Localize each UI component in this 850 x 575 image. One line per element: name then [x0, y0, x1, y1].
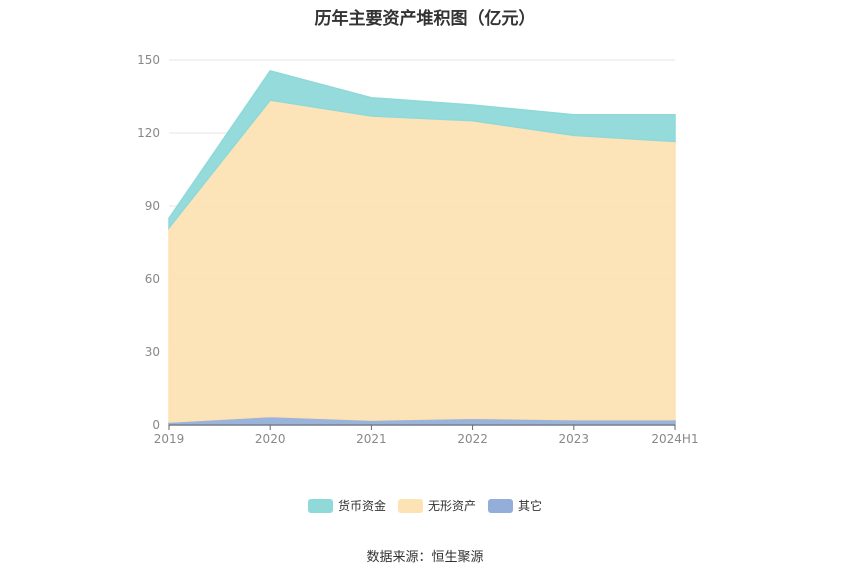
y-tick-label: 0 — [152, 418, 160, 432]
y-tick-label: 120 — [137, 126, 160, 140]
legend-swatch-cash — [307, 498, 333, 513]
x-tick-label: 2024H1 — [651, 432, 698, 446]
area-series-无形资产[interactable] — [168, 99, 676, 423]
legend: 货币资金 无形资产 其它 — [0, 497, 850, 514]
legend-label-intangible: 无形资产 — [427, 499, 476, 513]
y-tick-label: 30 — [145, 345, 160, 359]
x-tick-label: 2022 — [457, 432, 488, 446]
axes: 0 30 60 90 120 150 2019 2020 2021 2022 2023 2024H1 — [137, 53, 699, 446]
x-tick-label: 2019 — [154, 432, 185, 446]
legend-item-other[interactable]: 其它 — [488, 497, 542, 514]
area-series — [168, 70, 676, 426]
chart-title: 历年主要资产堆积图（亿元） — [314, 9, 536, 29]
y-tick-label: 150 — [137, 53, 160, 67]
area-series-货币资金[interactable] — [168, 70, 676, 231]
x-tick-label: 2021 — [356, 432, 387, 446]
x-tick-label: 2020 — [255, 432, 286, 446]
legend-swatch-intangible — [397, 498, 423, 513]
legend-item-cash[interactable]: 货币资金 — [307, 497, 386, 514]
legend-label-cash: 货币资金 — [337, 499, 386, 513]
legend-swatch-other — [488, 498, 513, 513]
data-source: 数据来源：恒生聚源 — [366, 550, 484, 565]
y-tick-label: 60 — [145, 272, 160, 286]
y-tick-label: 90 — [145, 199, 160, 213]
x-tick-label: 2023 — [559, 432, 590, 446]
legend-item-intangible[interactable]: 无形资产 — [397, 497, 476, 514]
legend-label-other: 其它 — [518, 499, 543, 513]
